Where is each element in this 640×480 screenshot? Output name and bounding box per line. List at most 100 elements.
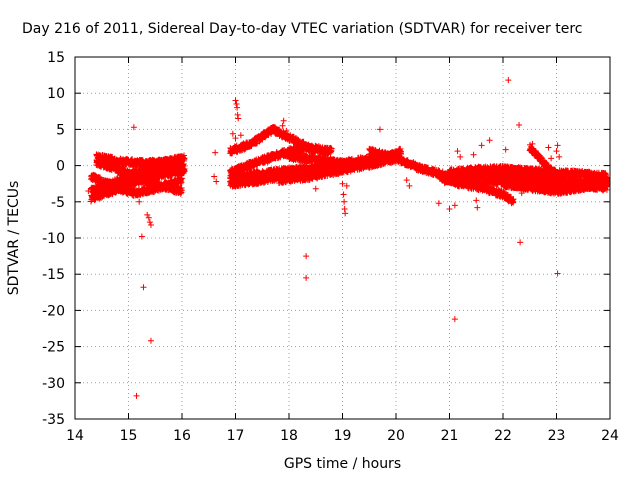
y-axis-label: SDTVAR / TECUs bbox=[6, 181, 22, 296]
data-point bbox=[554, 270, 561, 277]
data-point bbox=[556, 153, 563, 160]
x-tick-label: 21 bbox=[441, 428, 459, 444]
y-tick-label: -20 bbox=[42, 303, 65, 319]
data-point bbox=[406, 182, 413, 189]
chart-title: Day 216 of 2011, Sidereal Day-to-day VTE… bbox=[22, 21, 582, 37]
track-markers bbox=[93, 151, 188, 170]
data-point bbox=[554, 142, 561, 149]
x-tick-label: 15 bbox=[120, 428, 138, 444]
data-series-track-e bbox=[88, 171, 185, 199]
data-point bbox=[446, 206, 453, 213]
data-point bbox=[553, 148, 560, 155]
data-point bbox=[435, 200, 442, 207]
y-tick-label: -30 bbox=[42, 376, 65, 392]
x-tick-label: 20 bbox=[387, 428, 405, 444]
data-point bbox=[341, 198, 348, 205]
data-point bbox=[545, 144, 552, 151]
data-point bbox=[516, 122, 523, 129]
data-point bbox=[212, 149, 219, 156]
x-tick-label: 17 bbox=[227, 428, 245, 444]
data-point bbox=[341, 206, 348, 213]
data-point bbox=[147, 337, 154, 344]
data-series-track-d bbox=[93, 151, 188, 170]
data-point bbox=[529, 140, 536, 147]
y-tick-label: -5 bbox=[51, 195, 65, 211]
x-axis-ticks: 14 15 16 17 18 19 20 21 22 23 24 bbox=[66, 57, 619, 444]
data-point bbox=[279, 122, 286, 129]
data-point bbox=[474, 204, 481, 211]
data-point bbox=[146, 219, 153, 226]
y-tick-label: -15 bbox=[42, 267, 65, 283]
data-point bbox=[502, 146, 509, 153]
data-point bbox=[548, 155, 555, 162]
data-point bbox=[130, 124, 137, 131]
data-point bbox=[451, 316, 458, 323]
data-point bbox=[517, 239, 524, 246]
data-point bbox=[532, 148, 539, 155]
data-point bbox=[144, 211, 151, 218]
data-series-track-r bbox=[489, 172, 611, 190]
data-point bbox=[140, 284, 147, 291]
x-tick-label: 22 bbox=[494, 428, 512, 444]
data-point bbox=[303, 253, 310, 260]
data-point bbox=[136, 198, 143, 205]
data-point bbox=[232, 135, 239, 142]
data-point bbox=[147, 221, 154, 228]
x-axis-label: GPS time / hours bbox=[284, 456, 401, 472]
y-tick-label: 0 bbox=[56, 159, 65, 175]
data-point bbox=[138, 233, 145, 240]
y-tick-label: -10 bbox=[42, 231, 65, 247]
data-point bbox=[339, 180, 346, 187]
y-tick-label: -25 bbox=[42, 340, 65, 356]
data-point bbox=[233, 101, 240, 108]
x-tick-label: 23 bbox=[548, 428, 566, 444]
data-point bbox=[342, 210, 349, 217]
track-markers bbox=[489, 172, 611, 190]
data-point bbox=[508, 184, 515, 191]
data-point bbox=[232, 97, 239, 104]
x-tick-label: 18 bbox=[280, 428, 298, 444]
y-axis-ticks: -35 -30 -25 -20 -15 -10 -5 0 5 10 15 bbox=[42, 50, 610, 428]
grid bbox=[75, 57, 610, 419]
track-markers bbox=[88, 171, 185, 199]
plot-frame bbox=[74, 56, 611, 420]
data-points bbox=[85, 77, 611, 399]
data-point bbox=[211, 173, 218, 180]
data-point bbox=[340, 191, 347, 198]
data-point bbox=[280, 117, 287, 124]
data-point bbox=[85, 187, 92, 194]
data-point bbox=[486, 137, 493, 144]
data-point bbox=[534, 155, 541, 162]
data-point bbox=[451, 202, 458, 209]
data-point bbox=[454, 148, 461, 155]
track-markers bbox=[227, 141, 335, 179]
data-point bbox=[235, 115, 242, 122]
x-tick-label: 16 bbox=[173, 428, 191, 444]
data-point bbox=[213, 178, 220, 185]
data-point bbox=[312, 185, 319, 192]
data-point bbox=[343, 182, 350, 189]
data-point bbox=[457, 153, 464, 160]
data-point bbox=[376, 126, 383, 133]
data-point bbox=[303, 274, 310, 281]
data-point bbox=[133, 392, 140, 399]
y-tick-label: 5 bbox=[56, 122, 65, 138]
data-point bbox=[518, 190, 525, 197]
data-point bbox=[505, 77, 512, 84]
y-tick-label: 10 bbox=[47, 86, 65, 102]
data-point bbox=[478, 142, 485, 149]
x-tick-label: 14 bbox=[66, 428, 84, 444]
data-point bbox=[234, 111, 241, 118]
y-tick-label: -35 bbox=[42, 412, 65, 428]
data-point bbox=[229, 130, 236, 137]
data-series-track-g bbox=[227, 141, 335, 179]
y-tick-label: 15 bbox=[47, 50, 65, 66]
x-tick-label: 24 bbox=[601, 428, 619, 444]
data-point bbox=[470, 151, 477, 158]
data-point bbox=[234, 104, 241, 111]
data-point bbox=[473, 197, 480, 204]
data-point bbox=[237, 132, 244, 139]
data-point bbox=[403, 177, 410, 184]
x-tick-label: 19 bbox=[334, 428, 352, 444]
